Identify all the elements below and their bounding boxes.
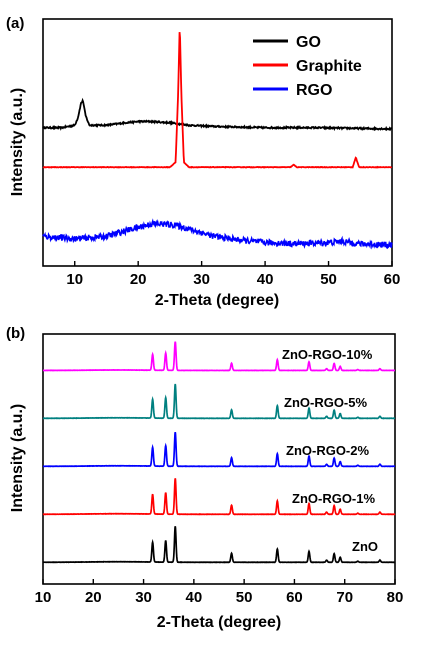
panel-label-b: (b) <box>6 325 25 342</box>
x-tick-label-a: 40 <box>257 271 274 288</box>
y-axis-label-b: Intensity (a.u.) <box>9 404 26 512</box>
series-line-go <box>42 97 393 132</box>
x-tick-label-a: 10 <box>66 271 83 288</box>
y-axis-label-a: Intensity (a.u.) <box>9 88 26 196</box>
x-axis-label-a: 2-Theta (degree) <box>155 292 279 309</box>
series-line-zno <box>42 526 396 564</box>
x-tick-label-b: 40 <box>186 589 203 606</box>
x-tick-label-b: 50 <box>236 589 253 606</box>
x-tick-label-b: 60 <box>286 589 303 606</box>
series-line-zno-rgo-1pct <box>42 478 396 516</box>
series-a <box>42 32 393 250</box>
panel-label-a: (a) <box>6 15 24 32</box>
series-line-zno-rgo-2pct <box>42 432 396 468</box>
x-tick-label-a: 30 <box>193 271 210 288</box>
panel-a: (a) Intensity (a.u.) 2-Theta (degree) 10… <box>6 15 400 309</box>
legend-a: GO Graphite RGO <box>253 34 362 99</box>
x-ticks-a: 10 20 30 40 50 60 <box>66 261 400 288</box>
series-line-rgo <box>42 218 393 250</box>
x-tick-label-b: 20 <box>85 589 102 606</box>
x-tick-label-b: 30 <box>135 589 152 606</box>
x-tick-label-a: 50 <box>320 271 337 288</box>
series-label: ZnO-RGO-1% <box>292 491 375 506</box>
series-label: ZnO-RGO-10% <box>282 347 373 362</box>
panel-b: (b) Intensity (a.u.) 2-Theta (degree) 10… <box>6 325 403 631</box>
x-tick-label-b: 80 <box>387 589 404 606</box>
x-tick-label-a: 60 <box>384 271 401 288</box>
legend-label-go: GO <box>296 34 321 51</box>
x-tick-label-a: 20 <box>130 271 147 288</box>
x-ticks-b: 10 20 30 40 50 60 70 80 <box>35 579 404 606</box>
series-line-zno-rgo-5pct <box>42 383 396 420</box>
series-label: ZnO-RGO-5% <box>284 395 367 410</box>
series-line-graphite <box>42 32 393 169</box>
plot-frame-b <box>42 333 396 585</box>
plot-frame-a <box>42 18 393 267</box>
x-tick-label-b: 70 <box>336 589 353 606</box>
series-label: ZnO-RGO-2% <box>286 443 369 458</box>
legend-label-rgo: RGO <box>296 82 332 99</box>
x-tick-label-b: 10 <box>35 589 52 606</box>
series-line-zno-rgo-10pct <box>42 341 395 372</box>
x-axis-label-b: 2-Theta (degree) <box>157 614 281 631</box>
legend-label-graphite: Graphite <box>296 58 362 75</box>
series-label: ZnO <box>352 539 378 554</box>
series-b: ZnO ZnO-RGO-1% ZnO-RGO-2% ZnO-RGO-5% ZnO-RGO… <box>42 341 396 564</box>
